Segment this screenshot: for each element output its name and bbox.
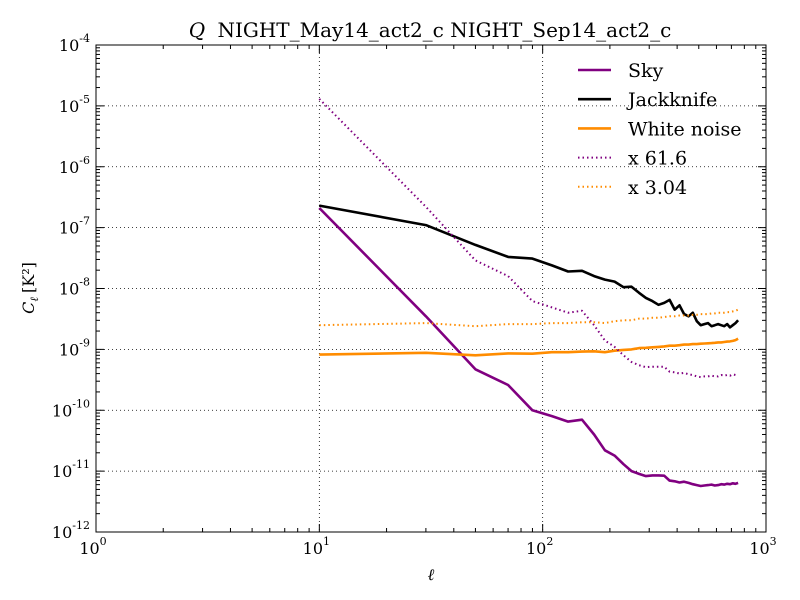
- y-tick-exponent: -4: [79, 32, 90, 45]
- y-axis-label-sub: ℓ: [28, 297, 41, 302]
- y-tick-label: 10-5: [59, 93, 90, 116]
- y-tick-base: 10: [52, 462, 72, 481]
- legend-label: x 3.04: [628, 177, 687, 199]
- legend-label: White noise: [628, 118, 742, 140]
- x-tick-label: 103: [749, 535, 776, 558]
- legend-label: x 61.6: [628, 148, 687, 170]
- x-tick-exponent: 0: [100, 535, 107, 548]
- x-tick-label: 101: [303, 535, 330, 558]
- y-tick-base: 10: [59, 219, 79, 238]
- y-tick-label: 10-10: [52, 397, 90, 420]
- y-tick-exponent: -12: [72, 519, 90, 532]
- x-axis-label: ℓ: [428, 565, 435, 584]
- y-tick-label: 10-8: [59, 276, 90, 299]
- x-tick-exponent: 2: [546, 535, 553, 548]
- x-tick-base: 10: [526, 539, 546, 558]
- y-tick-label: 10-9: [59, 336, 90, 359]
- y-tick-base: 10: [59, 280, 79, 299]
- x-tick-exponent: 3: [770, 535, 777, 548]
- y-tick-base: 10: [52, 523, 72, 542]
- svg-text:Cℓ[K²]: Cℓ [K²]: [19, 262, 41, 314]
- chart-title: Q NIGHT_May14_act2_c NIGHT_Sep14_act2_c: [189, 18, 672, 42]
- y-axis-label: Cℓ [K²]: [19, 262, 41, 314]
- plot-area: [318, 98, 740, 488]
- legend-label: Jackknife: [626, 89, 717, 111]
- y-tick-base: 10: [59, 36, 79, 55]
- x-tick-label: 102: [526, 535, 553, 558]
- chart-title-text: NIGHT_May14_act2_c NIGHT_Sep14_act2_c: [217, 18, 671, 42]
- y-tick-exponent: -11: [72, 458, 90, 471]
- x-tick-base: 10: [79, 539, 99, 558]
- y-tick-exponent: -5: [79, 93, 90, 106]
- y-tick-label: 10-6: [59, 154, 90, 177]
- series-line-white-noise: [319, 337, 739, 357]
- x-tick-label: 100: [79, 535, 106, 558]
- y-tick-base: 10: [59, 340, 79, 359]
- series-line-jackknife: [319, 204, 740, 329]
- y-tick-label: 10-4: [59, 32, 90, 55]
- legend: Sky Jackknife White noise x 61.6 x 3.04: [578, 60, 742, 199]
- x-tick-base: 10: [303, 539, 323, 558]
- y-axis-label-main: C: [19, 302, 38, 314]
- x-tick-exponent: 1: [323, 535, 330, 548]
- x-tick-base: 10: [749, 539, 769, 558]
- y-tick-label: 10-11: [52, 458, 90, 481]
- y-tick-exponent: -6: [79, 154, 90, 167]
- y-tick-exponent: -9: [79, 336, 90, 349]
- y-tick-exponent: -7: [79, 215, 90, 228]
- series-line-sky: [318, 207, 739, 488]
- y-tick-base: 10: [59, 158, 79, 177]
- legend-label: Sky: [628, 60, 664, 82]
- y-tick-exponent: -8: [79, 276, 90, 289]
- chart-title-symbol: Q: [189, 18, 205, 42]
- axis-ticks: 100 101 102 10310-1210-1110-1010-910-810-71…: [52, 32, 777, 558]
- y-axis-label-unit: [K²]: [19, 262, 38, 293]
- plot-frame: [95, 44, 767, 533]
- y-tick-base: 10: [59, 97, 79, 116]
- y-tick-base: 10: [52, 401, 72, 420]
- y-tick-label: 10-7: [59, 215, 90, 238]
- y-tick-label: 10-12: [52, 519, 90, 542]
- y-tick-exponent: -10: [72, 397, 90, 410]
